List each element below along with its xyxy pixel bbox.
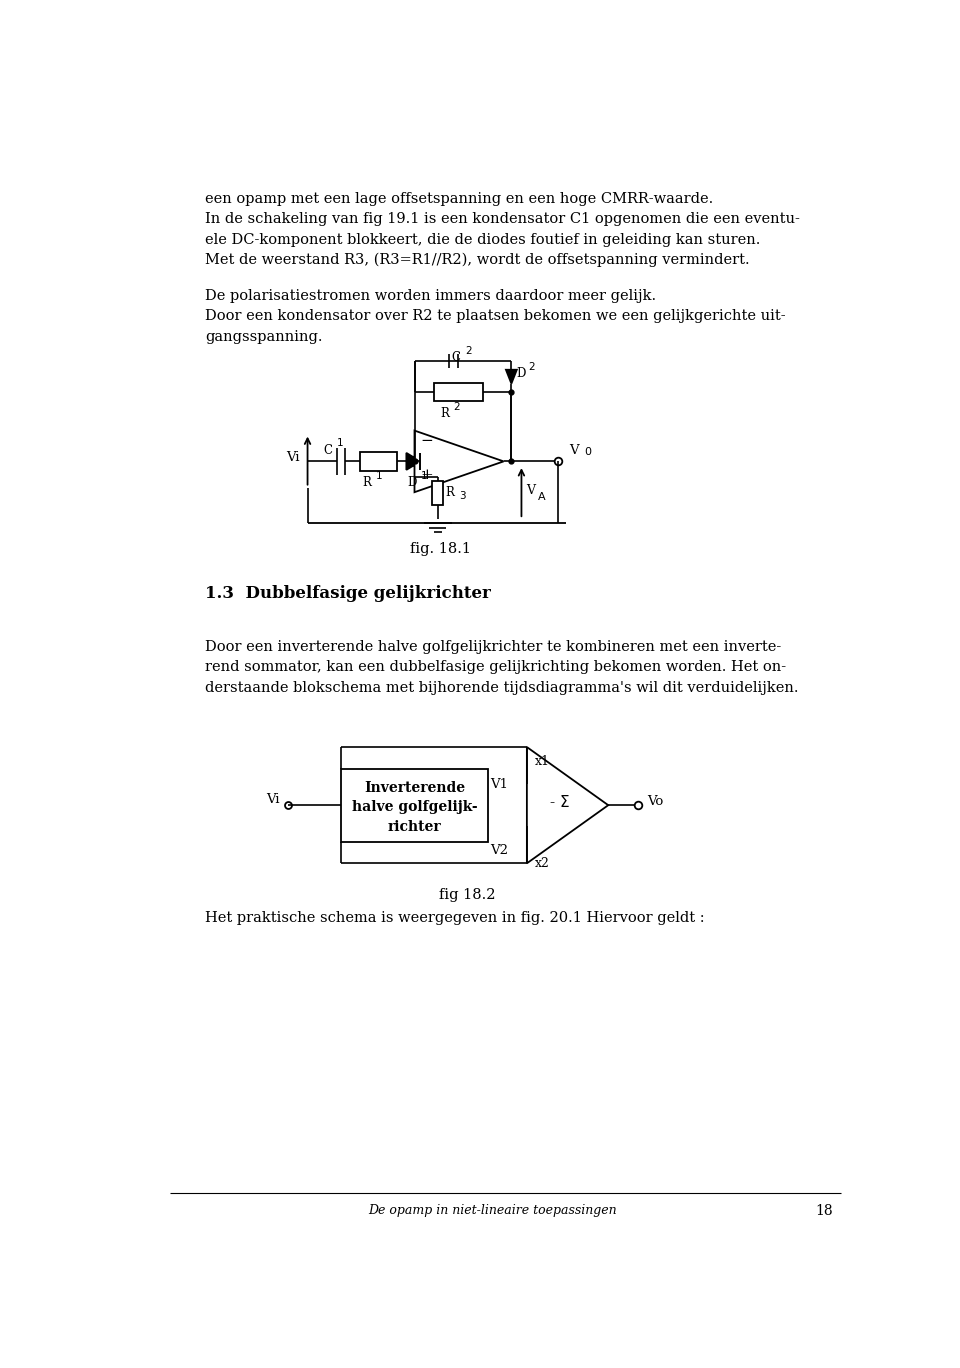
Text: 1.3  Dubbelfasige gelijkrichter: 1.3 Dubbelfasige gelijkrichter bbox=[205, 584, 492, 602]
Text: 1: 1 bbox=[375, 471, 382, 482]
Text: derstaande blokschema met bijhorende tijdsdiagramma's wil dit verduidelijken.: derstaande blokschema met bijhorende tij… bbox=[205, 681, 799, 695]
Text: 1: 1 bbox=[337, 438, 344, 447]
Polygon shape bbox=[406, 453, 420, 469]
Text: R: R bbox=[445, 487, 454, 499]
Text: richter: richter bbox=[388, 819, 442, 833]
Text: V1: V1 bbox=[490, 778, 508, 791]
Polygon shape bbox=[506, 369, 516, 383]
Text: fig. 18.1: fig. 18.1 bbox=[410, 542, 471, 557]
Text: D: D bbox=[516, 367, 525, 380]
Text: 0: 0 bbox=[585, 447, 591, 457]
Polygon shape bbox=[406, 453, 420, 469]
Bar bbox=[360, 453, 397, 471]
Text: 3: 3 bbox=[459, 491, 466, 501]
Bar bbox=[341, 769, 488, 841]
Text: 18: 18 bbox=[815, 1204, 833, 1218]
Text: C: C bbox=[452, 352, 461, 364]
Text: Vi: Vi bbox=[286, 451, 300, 464]
Bar bbox=[432, 482, 444, 505]
Text: 1: 1 bbox=[421, 471, 428, 482]
Text: fig 18.2: fig 18.2 bbox=[439, 888, 495, 902]
Text: R: R bbox=[363, 476, 372, 488]
Text: - $\Sigma$: - $\Sigma$ bbox=[549, 793, 569, 810]
Text: gangsspanning.: gangsspanning. bbox=[205, 330, 323, 343]
Text: rend sommator, kan een dubbelfasige gelijkrichting bekomen worden. Het on-: rend sommator, kan een dubbelfasige geli… bbox=[205, 661, 786, 674]
Text: V: V bbox=[569, 445, 579, 457]
Text: Met de weerstand R3, (R3=R1//R2), wordt de offsetspanning vermindert.: Met de weerstand R3, (R3=R1//R2), wordt … bbox=[205, 253, 750, 268]
Text: Inverterende: Inverterende bbox=[364, 781, 465, 795]
Text: Vo: Vo bbox=[647, 795, 663, 808]
Text: 2: 2 bbox=[453, 402, 460, 412]
Text: Door een kondensator over R2 te plaatsen bekomen we een gelijkgerichte uit-: Door een kondensator over R2 te plaatsen… bbox=[205, 309, 786, 323]
Text: −: − bbox=[420, 435, 434, 449]
Text: een opamp met een lage offsetspanning en een hoge CMRR-waarde.: een opamp met een lage offsetspanning en… bbox=[205, 192, 713, 205]
Text: C: C bbox=[324, 443, 333, 457]
Text: 2: 2 bbox=[528, 361, 535, 372]
Text: x1: x1 bbox=[535, 755, 550, 767]
Text: 2: 2 bbox=[466, 346, 472, 356]
Polygon shape bbox=[415, 431, 504, 492]
Text: x2: x2 bbox=[535, 858, 549, 870]
Text: V2: V2 bbox=[490, 844, 508, 858]
Polygon shape bbox=[527, 747, 609, 863]
Text: V: V bbox=[526, 484, 535, 497]
Text: R: R bbox=[440, 406, 449, 420]
Text: Vi: Vi bbox=[267, 792, 280, 806]
Text: Door een inverterende halve golfgelijkrichter te kombineren met een inverte-: Door een inverterende halve golfgelijkri… bbox=[205, 640, 781, 654]
Bar bbox=[434, 383, 483, 401]
Text: D: D bbox=[407, 476, 417, 488]
Text: De opamp in niet-lineaire toepassingen: De opamp in niet-lineaire toepassingen bbox=[368, 1204, 616, 1216]
Text: In de schakeling van fig 19.1 is een kondensator C1 opgenomen die een eventu-: In de schakeling van fig 19.1 is een kon… bbox=[205, 212, 800, 226]
Text: Het praktische schema is weergegeven in fig. 20.1 Hiervoor geldt :: Het praktische schema is weergegeven in … bbox=[205, 911, 705, 925]
Text: De polarisatiestromen worden immers daardoor meer gelijk.: De polarisatiestromen worden immers daar… bbox=[205, 289, 657, 302]
Text: halve golfgelijk-: halve golfgelijk- bbox=[351, 800, 477, 814]
Text: ele DC-komponent blokkeert, die de diodes foutief in geleiding kan sturen.: ele DC-komponent blokkeert, die de diode… bbox=[205, 233, 760, 246]
Text: +: + bbox=[420, 468, 434, 483]
Text: A: A bbox=[538, 492, 545, 502]
